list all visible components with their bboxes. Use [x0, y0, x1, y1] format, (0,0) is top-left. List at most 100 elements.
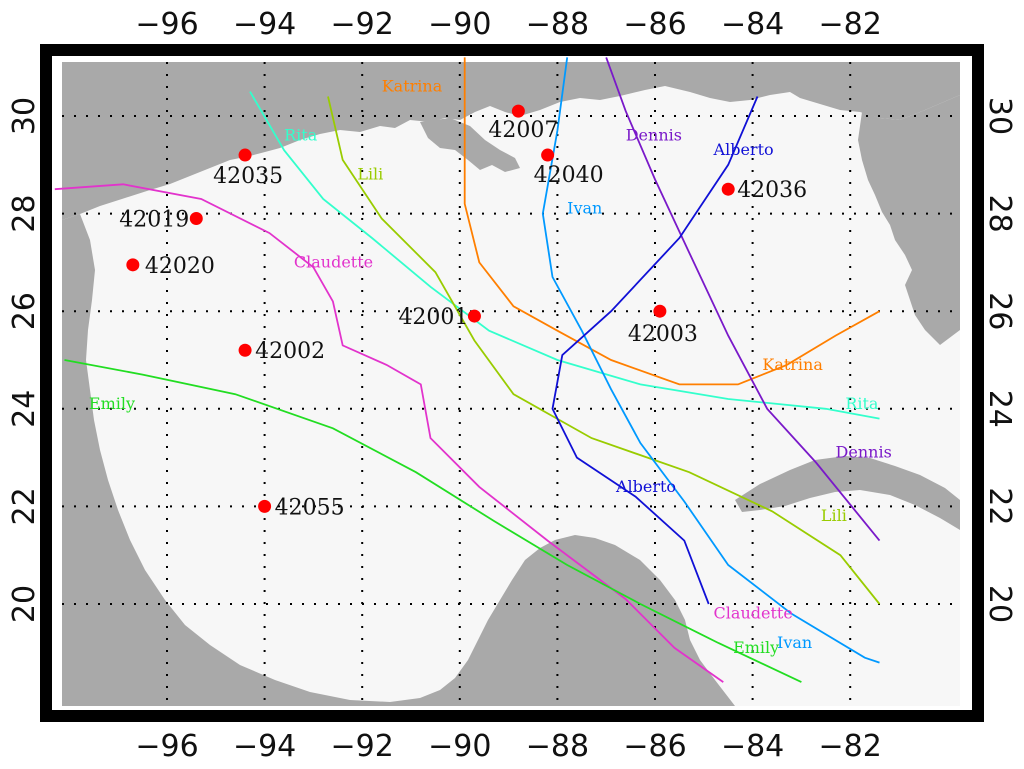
storm-track-dennis — [605, 57, 881, 542]
frame-block-bottom — [655, 710, 753, 722]
buoy-marker-42007 — [511, 104, 525, 118]
frame-block-bottom — [459, 710, 558, 722]
buoy-marker-42035 — [238, 148, 252, 162]
map-plot-area: Katrina Katrina Rita Rita Lili Lili Ivan Ivan De… — [54, 57, 960, 706]
lon-tick-label-bottom: −84 — [721, 729, 784, 764]
lon-tick-label-top: −90 — [428, 7, 491, 42]
lat-tick-label-right: 20 — [982, 585, 1017, 623]
lat-tick-label-left: 24 — [7, 390, 42, 428]
lon-tick-label-top: −96 — [135, 7, 198, 42]
buoy-label-42040: 42040 — [534, 163, 604, 188]
frame-block-right — [972, 360, 984, 458]
storm-label-rita: Rita — [284, 125, 318, 144]
storm-track-emily — [64, 359, 802, 683]
buoy-markers: 42007 42035 42040 42036 42019 42020 42001 42003… — [119, 104, 807, 520]
frame-block-bottom — [264, 710, 363, 722]
lon-tick-label-top: −86 — [623, 7, 686, 42]
storm-track-rita — [249, 91, 880, 420]
buoy-label-42035: 42035 — [213, 164, 283, 189]
cuba-land — [735, 456, 960, 530]
lat-tick-label-right: 22 — [982, 487, 1017, 525]
buoy-label-42003: 42003 — [628, 322, 698, 347]
buoy-marker-42055 — [258, 499, 272, 513]
storm-track-katrina — [463, 57, 880, 386]
lon-tick-label-bottom: −82 — [819, 729, 882, 764]
storm-track-lili — [327, 96, 881, 605]
buoy-marker-42019 — [189, 211, 203, 225]
mexico-land — [62, 214, 735, 706]
buoy-marker-42020 — [126, 258, 140, 272]
lat-tick-label-left: 26 — [7, 292, 42, 330]
lon-tick-label-top: −84 — [721, 7, 784, 42]
buoy-label-42036: 42036 — [737, 178, 807, 203]
frame-block-top — [459, 44, 558, 56]
land-masses — [62, 62, 960, 706]
frame-block-bottom — [850, 710, 948, 722]
lon-tick-label-top: −92 — [331, 7, 394, 42]
lat-tick-label-left: 22 — [7, 487, 42, 525]
storm-track-ivan — [541, 57, 880, 664]
lon-tick-label-bottom: −86 — [623, 729, 686, 764]
storm-label-dennis: Dennis — [836, 443, 892, 462]
buoy-label-42020: 42020 — [145, 254, 215, 279]
lat-tick-label-left: 20 — [7, 585, 42, 623]
mississippi-delta-land — [420, 118, 520, 172]
axis-tick-labels: −96−96−94−94−92−92−90−90−88−88−86−86−84−… — [7, 7, 1017, 764]
frame-block-top — [655, 44, 753, 56]
storm-label-ivan: Ivan — [567, 199, 602, 218]
lon-tick-label-bottom: −90 — [428, 729, 491, 764]
storm-label-claudette: Claudette — [714, 604, 793, 623]
storm-label-alberto: Alberto — [713, 140, 774, 159]
storm-label-katrina: Katrina — [762, 355, 823, 374]
storm-labels: Katrina Katrina Rita Rita Lili Lili Ivan Ivan De… — [89, 77, 892, 657]
buoy-label-42019: 42019 — [119, 207, 189, 232]
frame-block-right — [972, 164, 984, 263]
frame-block-left — [40, 164, 52, 263]
storm-tracks — [54, 57, 881, 683]
lat-tick-label-right: 30 — [982, 97, 1017, 135]
storm-track-claudette — [54, 183, 724, 683]
storm-label-dennis: Dennis — [626, 125, 682, 144]
lat-tick-label-right: 24 — [982, 390, 1017, 428]
lon-tick-label-top: −88 — [526, 7, 589, 42]
buoy-marker-42001 — [467, 309, 481, 323]
lat-tick-label-left: 30 — [7, 97, 42, 135]
lon-tick-label-bottom: −92 — [331, 729, 394, 764]
lat-tick-label-right: 28 — [982, 195, 1017, 233]
buoy-label-42002: 42002 — [255, 339, 325, 364]
lat-tick-label-left: 28 — [7, 195, 42, 233]
axis-ticks — [40, 44, 984, 722]
frame-block-left — [40, 555, 52, 653]
lon-tick-label-bottom: −96 — [135, 729, 198, 764]
buoy-marker-42036 — [721, 182, 735, 196]
buoy-marker-42003 — [653, 304, 667, 318]
lon-tick-label-top: −94 — [233, 7, 296, 42]
buoy-label-42055: 42055 — [275, 495, 345, 520]
buoy-label-42007: 42007 — [488, 118, 558, 143]
storm-label-claudette: Claudette — [294, 252, 373, 271]
frame-block-bottom — [69, 710, 167, 722]
lon-tick-label-bottom: −88 — [526, 729, 589, 764]
lon-tick-label-bottom: −94 — [233, 729, 296, 764]
storm-label-ivan: Ivan — [777, 633, 812, 652]
storm-label-katrina: Katrina — [382, 77, 443, 96]
buoy-label-42001: 42001 — [398, 305, 468, 330]
frame-block-top — [850, 44, 948, 56]
storm-label-emily: Emily — [89, 394, 135, 413]
storm-track-alberto — [551, 96, 759, 605]
frame-block-top — [264, 44, 363, 56]
buoy-marker-42040 — [541, 148, 555, 162]
florida-peninsula-land — [858, 95, 960, 345]
frame-block-right — [972, 555, 984, 653]
lat-tick-label-right: 26 — [982, 292, 1017, 330]
storm-label-lili: Lili — [821, 506, 847, 525]
storm-label-rita: Rita — [845, 394, 879, 413]
frame-block-left — [40, 360, 52, 458]
lon-tick-label-top: −82 — [819, 7, 882, 42]
us-gulf-coast-land — [62, 62, 960, 220]
frame-block-top — [69, 44, 167, 56]
storm-label-alberto: Alberto — [615, 477, 676, 496]
storm-label-lili: Lili — [357, 164, 383, 183]
storm-label-emily: Emily — [733, 638, 779, 657]
